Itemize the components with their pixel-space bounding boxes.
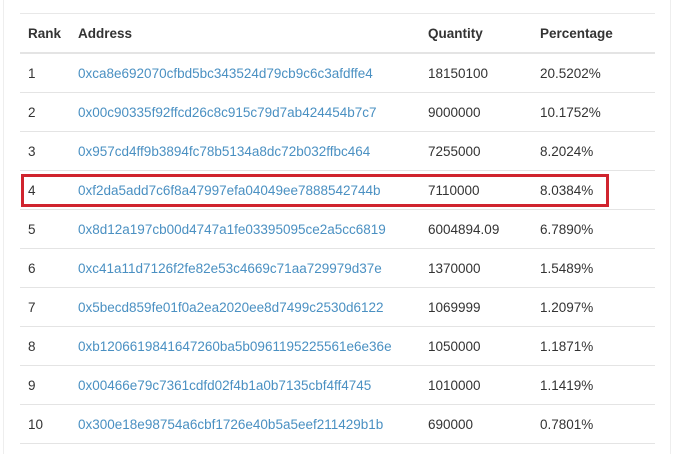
percentage-cell: 0.7801% (532, 404, 655, 444)
address-cell: 0xca8e692070cfbd5bc343524d79cb9c6c3afdff… (70, 52, 420, 93)
quantity-cell: 7255000 (420, 131, 532, 171)
table-row: 9 0x00466e79c7361cdfd02f4b1a0b7135cbf4ff4… (20, 365, 655, 405)
address-cell: 0xc41a11d7126f2fe82e53c4669c71aa729979d3… (70, 248, 420, 288)
address-cell: 0x8d12a197cb00d4747a1fe03395095ce2a5cc68… (70, 209, 420, 249)
panel-frame (3, 0, 671, 454)
rank-cell: 5 (20, 209, 70, 249)
table-header-row: Rank Address Quantity Percentage (20, 13, 655, 54)
address-cell: 0x00466e79c7361cdfd02f4b1a0b7135cbf4ff47… (70, 365, 420, 405)
header-percentage: Percentage (532, 13, 655, 54)
address-cell: 0xf2da5add7c6f8a47997efa04049ee788854274… (70, 170, 420, 210)
table-row: 2 0x00c90335f92ffcd26c8c915c79d7ab424454b… (20, 92, 655, 132)
rank-cell: 10 (20, 404, 70, 444)
quantity-cell: 1069999 (420, 287, 532, 327)
address-link[interactable]: 0xc41a11d7126f2fe82e53c4669c71aa729979d3… (78, 260, 382, 276)
table-row: 4 0xf2da5add7c6f8a47997efa04049ee78885427… (20, 170, 655, 210)
rank-cell: 1 (20, 52, 70, 93)
rank-cell: 9 (20, 365, 70, 405)
quantity-cell: 690000 (420, 404, 532, 444)
address-cell: 0x957cd4ff9b3894fc78b5134a8dc72b032ffbc4… (70, 131, 420, 171)
header-address: Address (70, 13, 420, 54)
percentage-cell: 6.7890% (532, 209, 655, 249)
address-cell: 0xb1206619841647260ba5b0961195225561e6e3… (70, 326, 420, 366)
address-link[interactable]: 0xb1206619841647260ba5b0961195225561e6e3… (78, 338, 392, 354)
header-quantity: Quantity (420, 13, 532, 54)
percentage-cell: 1.5489% (532, 248, 655, 288)
table-row: 5 0x8d12a197cb00d4747a1fe03395095ce2a5cc6… (20, 209, 655, 249)
address-link[interactable]: 0x00466e79c7361cdfd02f4b1a0b7135cbf4ff47… (78, 377, 372, 393)
quantity-cell: 1010000 (420, 365, 532, 405)
address-link[interactable]: 0xf2da5add7c6f8a47997efa04049ee788854274… (78, 182, 381, 198)
table-row: 8 0xb1206619841647260ba5b0961195225561e6e… (20, 326, 655, 366)
quantity-cell: 1050000 (420, 326, 532, 366)
rank-cell: 2 (20, 92, 70, 132)
percentage-cell: 1.1871% (532, 326, 655, 366)
table-row: 6 0xc41a11d7126f2fe82e53c4669c71aa729979d… (20, 248, 655, 288)
address-cell: 0x300e18e98754a6cbf1726e40b5a5eef211429b… (70, 404, 420, 444)
rank-cell: 6 (20, 248, 70, 288)
table-row: 7 0x5becd859fe01f0a2ea2020ee8d7499c2530d6… (20, 287, 655, 327)
quantity-cell: 7110000 (420, 170, 532, 210)
quantity-cell: 18150100 (420, 52, 532, 93)
percentage-cell: 20.5202% (532, 52, 655, 93)
quantity-cell: 6004894.09 (420, 209, 532, 249)
rank-cell: 4 (20, 170, 70, 210)
percentage-cell: 1.2097% (532, 287, 655, 327)
address-link[interactable]: 0x300e18e98754a6cbf1726e40b5a5eef211429b… (78, 416, 384, 432)
table-row: 3 0x957cd4ff9b3894fc78b5134a8dc72b032ffbc… (20, 131, 655, 171)
table-row: 1 0xca8e692070cfbd5bc343524d79cb9c6c3afdf… (20, 52, 655, 93)
address-link[interactable]: 0x957cd4ff9b3894fc78b5134a8dc72b032ffbc4… (78, 143, 371, 159)
quantity-cell: 9000000 (420, 92, 532, 132)
header-rank: Rank (20, 13, 70, 54)
table-row: 10 0x300e18e98754a6cbf1726e40b5a5eef21142… (20, 404, 655, 444)
address-link[interactable]: 0x8d12a197cb00d4747a1fe03395095ce2a5cc68… (78, 221, 386, 237)
rank-cell: 3 (20, 131, 70, 171)
rank-cell: 7 (20, 287, 70, 327)
percentage-cell: 1.1419% (532, 365, 655, 405)
percentage-cell: 8.0384% (532, 170, 655, 210)
address-cell: 0x00c90335f92ffcd26c8c915c79d7ab424454b7… (70, 92, 420, 132)
percentage-cell: 8.2024% (532, 131, 655, 171)
address-link[interactable]: 0xca8e692070cfbd5bc343524d79cb9c6c3afdff… (78, 65, 373, 81)
quantity-cell: 1370000 (420, 248, 532, 288)
address-link[interactable]: 0x00c90335f92ffcd26c8c915c79d7ab424454b7… (78, 104, 377, 120)
token-holders-table: Rank Address Quantity Percentage 1 0xca8e… (20, 13, 655, 444)
address-cell: 0x5becd859fe01f0a2ea2020ee8d7499c2530d61… (70, 287, 420, 327)
percentage-cell: 10.1752% (532, 92, 655, 132)
rank-cell: 8 (20, 326, 70, 366)
address-link[interactable]: 0x5becd859fe01f0a2ea2020ee8d7499c2530d61… (78, 299, 384, 315)
